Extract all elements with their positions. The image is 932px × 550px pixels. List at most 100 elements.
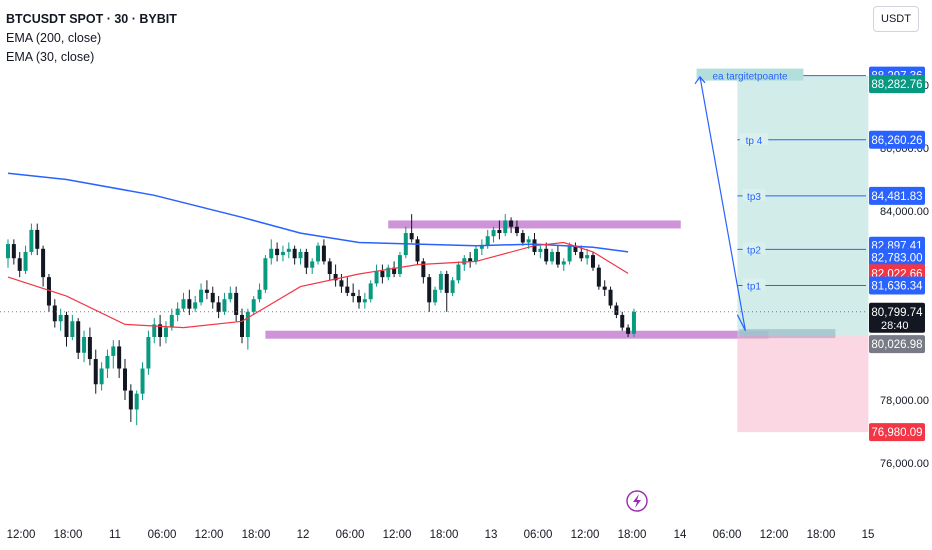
candle[interactable]	[386, 267, 391, 278]
candle[interactable]	[421, 261, 426, 278]
candle[interactable]	[555, 251, 560, 265]
candle[interactable]	[6, 244, 10, 259]
candle[interactable]	[240, 314, 244, 337]
candle[interactable]	[462, 258, 467, 265]
candle[interactable]	[538, 248, 543, 252]
price-tag[interactable]	[869, 130, 925, 149]
candle[interactable]	[509, 220, 514, 227]
candle[interactable]	[105, 355, 110, 369]
candle[interactable]	[128, 390, 133, 410]
candle[interactable]	[397, 255, 402, 274]
price-tag[interactable]	[869, 276, 925, 295]
candle[interactable]	[111, 346, 116, 356]
candle[interactable]	[567, 245, 572, 262]
candle[interactable]	[35, 229, 40, 249]
candle[interactable]	[585, 255, 590, 259]
candle[interactable]	[17, 258, 22, 271]
candle[interactable]	[29, 229, 34, 252]
candle[interactable]	[368, 283, 373, 300]
candle[interactable]	[626, 327, 631, 334]
candle[interactable]	[216, 302, 221, 312]
price-tag[interactable]	[869, 423, 925, 442]
candle[interactable]	[158, 324, 163, 337]
candle[interactable]	[380, 270, 385, 278]
candle[interactable]	[351, 292, 356, 297]
candle[interactable]	[123, 368, 127, 391]
candle[interactable]	[316, 245, 321, 262]
candle[interactable]	[269, 248, 274, 259]
candle[interactable]	[134, 393, 139, 410]
candle[interactable]	[427, 277, 432, 303]
candle[interactable]	[433, 289, 438, 303]
currency-button[interactable]: USDT	[873, 6, 919, 32]
candle[interactable]	[310, 261, 315, 268]
price-tag[interactable]	[869, 302, 925, 333]
ema200-line[interactable]	[7, 172, 629, 253]
candle[interactable]	[438, 274, 443, 290]
candle[interactable]	[579, 251, 584, 259]
candle[interactable]	[544, 248, 549, 262]
candle[interactable]	[23, 251, 28, 271]
candle[interactable]	[175, 308, 180, 315]
indicator-ema200[interactable]: EMA (200, close)	[6, 31, 102, 45]
candle[interactable]	[187, 299, 192, 309]
candle[interactable]	[181, 299, 186, 309]
candle[interactable]	[339, 280, 344, 287]
candle[interactable]	[210, 292, 215, 303]
candle[interactable]	[46, 277, 51, 306]
candle[interactable]	[93, 359, 98, 385]
candle[interactable]	[64, 314, 69, 337]
candle[interactable]	[327, 261, 332, 274]
candle[interactable]	[275, 248, 280, 256]
candle[interactable]	[620, 314, 625, 328]
price-tag[interactable]	[869, 248, 925, 267]
candle[interactable]	[614, 305, 619, 315]
candle[interactable]	[608, 289, 613, 306]
price-tag[interactable]	[869, 335, 925, 354]
candle[interactable]	[561, 261, 566, 265]
candle[interactable]	[292, 248, 297, 259]
candle[interactable]	[204, 289, 209, 293]
candle[interactable]	[409, 233, 414, 240]
candle[interactable]	[333, 274, 338, 281]
candle[interactable]	[374, 270, 379, 284]
candle[interactable]	[456, 264, 461, 281]
candle[interactable]	[497, 229, 502, 234]
candle[interactable]	[631, 311, 636, 334]
candle[interactable]	[345, 286, 350, 293]
candle[interactable]	[503, 220, 508, 234]
candle[interactable]	[199, 289, 204, 303]
candle[interactable]	[76, 321, 81, 353]
candle[interactable]	[70, 321, 75, 337]
candle[interactable]	[444, 274, 449, 293]
candle[interactable]	[304, 251, 309, 268]
candle[interactable]	[169, 314, 174, 328]
candle[interactable]	[140, 368, 145, 394]
candle[interactable]	[52, 305, 57, 322]
candle[interactable]	[450, 280, 455, 293]
candle[interactable]	[357, 296, 361, 303]
candle[interactable]	[550, 251, 555, 262]
candle[interactable]	[485, 236, 490, 246]
candle[interactable]	[520, 233, 525, 243]
candle[interactable]	[222, 299, 227, 312]
candle[interactable]	[245, 311, 250, 337]
candle[interactable]	[251, 299, 256, 312]
indicator-ema30[interactable]: EMA (30, close)	[6, 50, 95, 64]
candle[interactable]	[263, 258, 268, 290]
ema30-line[interactable]	[7, 241, 629, 329]
candle[interactable]	[58, 314, 63, 322]
candle[interactable]	[152, 324, 157, 337]
candle[interactable]	[479, 245, 484, 249]
target-arrow[interactable]	[699, 76, 746, 331]
candle[interactable]	[602, 286, 607, 290]
candle[interactable]	[514, 226, 519, 234]
candle[interactable]	[257, 289, 262, 300]
candle[interactable]	[163, 327, 168, 337]
support-zone[interactable]	[265, 330, 769, 339]
candle[interactable]	[286, 248, 291, 252]
symbol-title[interactable]: BTCUSDT SPOT · 30 · BYBIT	[6, 12, 177, 26]
candle[interactable]	[491, 229, 496, 237]
price-tag[interactable]	[869, 75, 925, 94]
